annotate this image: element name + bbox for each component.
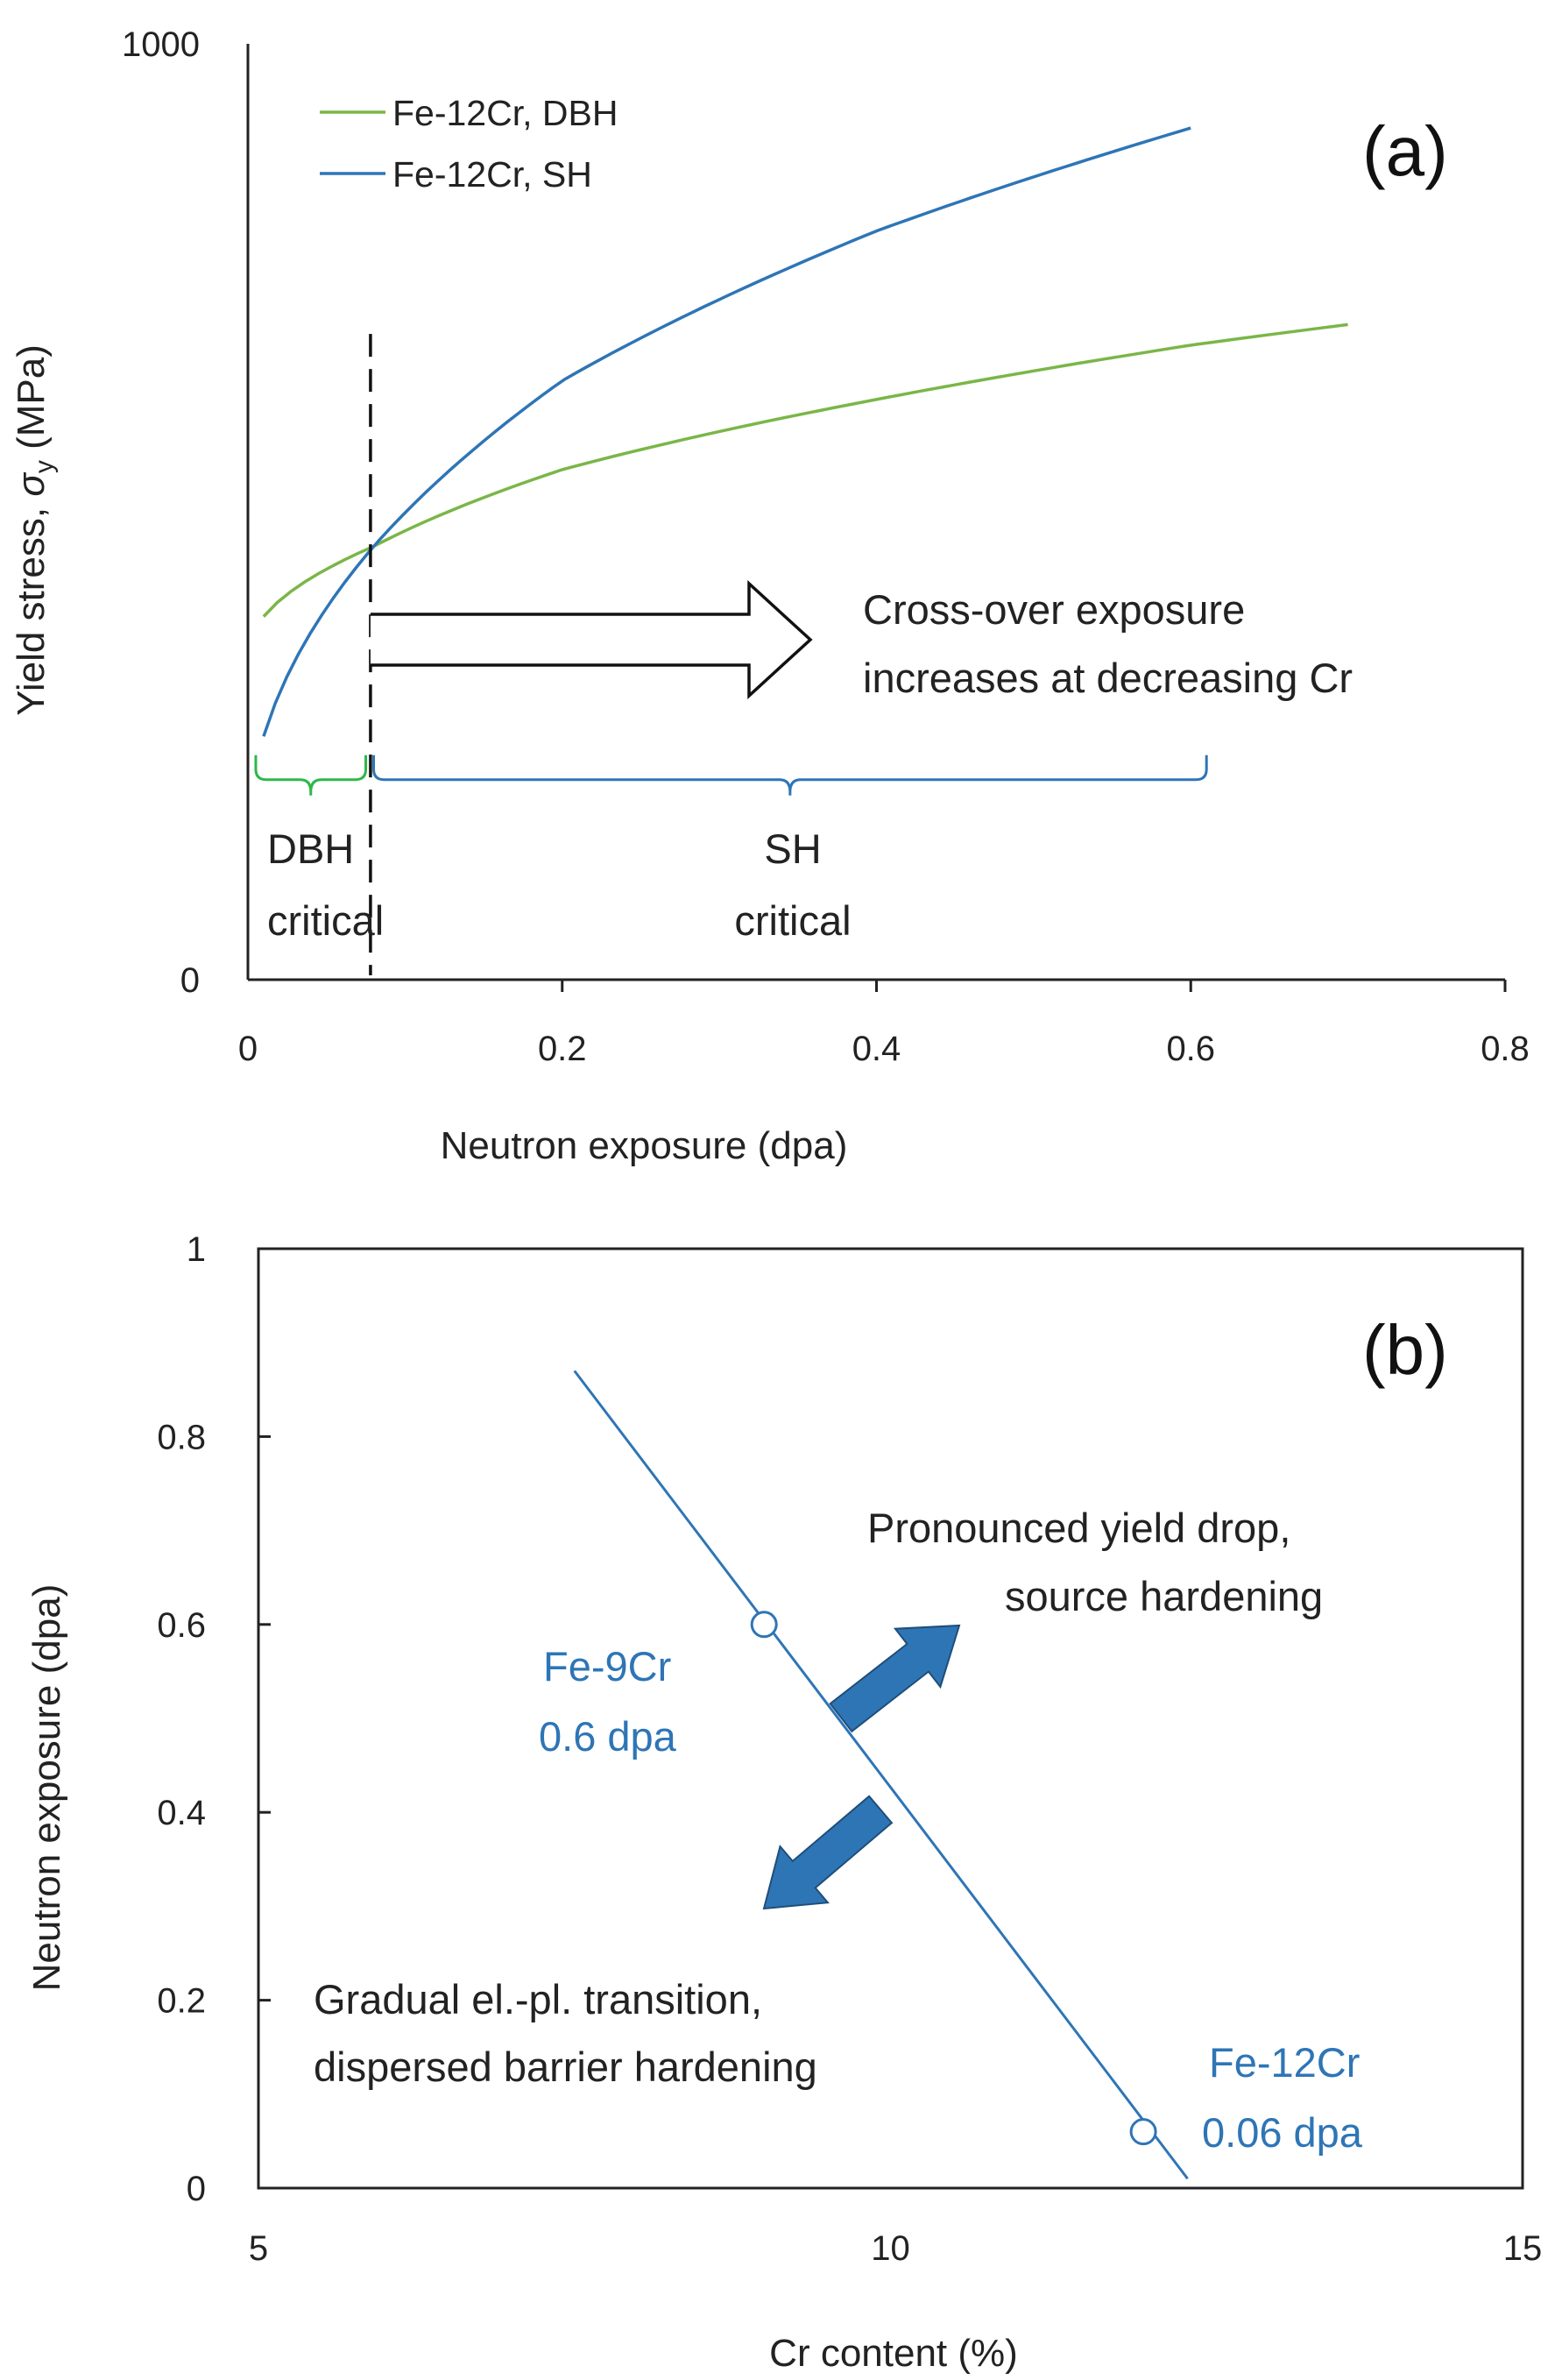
panel-b-plot-frame bbox=[257, 1247, 1524, 2190]
panel-a-x-tick-label: 0.4 bbox=[852, 1030, 901, 1068]
panel-b-x-tick-label: 10 bbox=[871, 2229, 910, 2268]
panel-a-legend-sh-label: Fe-12Cr, SH bbox=[392, 154, 592, 195]
panel-b-lower-region-label-line2: dispersed barrier hardening bbox=[314, 2044, 817, 2090]
panel-a-chart: 0 0.2 0.4 0.6 0.8 0 1000 Neutron exposure (dp… bbox=[10, 25, 1530, 1167]
panel-a-y-axis-label: Yield stress, σy (MPa) bbox=[10, 344, 59, 716]
panel-a-sh-label-line1: SH bbox=[764, 825, 821, 872]
panel-a-dbh-label-line2: critical bbox=[267, 897, 384, 944]
panel-b-crossover-line bbox=[573, 1370, 1189, 2180]
panel-a-legend-dbh-label: Fe-12Cr, DBH bbox=[392, 93, 618, 133]
panel-a-series-sh-line bbox=[262, 126, 1191, 737]
panel-a-label: (a) bbox=[1362, 112, 1448, 190]
panel-b-x-ticks: 5 10 15 bbox=[249, 2229, 1542, 2268]
panel-b-down-left-arrow bbox=[762, 1795, 894, 1910]
panel-b-upper-region-label-line1: Pronounced yield drop, bbox=[867, 1505, 1290, 1551]
panel-b-y-tick-label: 0.8 bbox=[157, 1418, 206, 1456]
panel-a-series-dbh-line bbox=[262, 322, 1348, 618]
panel-a-dbh-label-line1: DBH bbox=[267, 825, 354, 872]
panel-a-x-tick-label: 0 bbox=[238, 1030, 258, 1068]
panel-a-right-arrow bbox=[370, 580, 813, 699]
panel-a-dbh-bracket bbox=[254, 754, 368, 796]
panel-b-upper-region-label-line2: source hardening bbox=[1005, 1573, 1323, 1619]
panel-b-y-ticks: 0 0.2 0.4 0.6 0.8 1 bbox=[157, 1230, 271, 2208]
panel-b-point-fe9cr bbox=[750, 1611, 778, 1639]
panel-b-y-axis-label: Neutron exposure (dpa) bbox=[25, 1584, 68, 1992]
panel-b-y-tick-label: 0 bbox=[187, 2170, 206, 2208]
panel-a-y-label-sub: y bbox=[30, 460, 59, 473]
panel-b-chart: 5 10 15 0 0.2 0.4 0.6 0.8 1 Cr content (%) Neut… bbox=[25, 1230, 1542, 2375]
panel-b-fe12cr-label-line2: 0.06 dpa bbox=[1202, 2109, 1363, 2156]
panel-b-label: (b) bbox=[1362, 1311, 1448, 1389]
panel-a-y-tick-label: 1000 bbox=[122, 25, 200, 64]
panel-b-lower-region-label-line1: Gradual el.-pl. transition, bbox=[314, 1976, 762, 2022]
panel-a-arrow-label-line1: Cross-over exposure bbox=[863, 586, 1245, 633]
panel-b-y-tick-label: 1 bbox=[187, 1230, 206, 1269]
panel-b-up-right-arrow bbox=[829, 1624, 961, 1733]
panel-a-y-ticks: 0 1000 bbox=[122, 25, 200, 1000]
panel-a-sh-bracket bbox=[372, 754, 1208, 796]
panel-b-x-axis-label: Cr content (%) bbox=[769, 2332, 1018, 2375]
panel-b-x-tick-label: 15 bbox=[1503, 2229, 1543, 2268]
panel-a-x-axis-label: Neutron exposure (dpa) bbox=[441, 1124, 848, 1167]
panel-b-point-fe12cr bbox=[1129, 2118, 1157, 2146]
panel-b-y-tick-label: 0.2 bbox=[157, 1982, 206, 2021]
panel-b-fe9cr-label-line1: Fe-9Cr bbox=[543, 1643, 671, 1689]
panel-a-arrow-label-line2: increases at decreasing Cr bbox=[863, 655, 1353, 701]
panel-a-y-label-symbol: σ bbox=[10, 472, 53, 497]
panel-a-x-tick-label: 0.2 bbox=[538, 1030, 587, 1068]
panel-b-y-tick-label: 0.4 bbox=[157, 1794, 206, 1832]
panel-a-y-label-prefix: Yield stress, bbox=[10, 497, 53, 716]
panel-a-y-tick-label: 0 bbox=[180, 961, 200, 1000]
panel-b-fe12cr-label-line1: Fe-12Cr bbox=[1209, 2039, 1360, 2086]
panel-a-x-tick-label: 0.6 bbox=[1166, 1030, 1215, 1068]
panel-b-y-tick-label: 0.6 bbox=[157, 1606, 206, 1645]
panel-b-x-tick-label: 5 bbox=[249, 2229, 268, 2268]
panel-b-fe9cr-label-line2: 0.6 dpa bbox=[539, 1713, 677, 1760]
panel-a-sh-label-line2: critical bbox=[734, 897, 851, 944]
panel-a-x-tick-label: 0.8 bbox=[1481, 1030, 1530, 1068]
panel-a-y-label-unit: (MPa) bbox=[10, 344, 53, 460]
panel-a-x-ticks: 0 0.2 0.4 0.6 0.8 bbox=[238, 980, 1530, 1068]
